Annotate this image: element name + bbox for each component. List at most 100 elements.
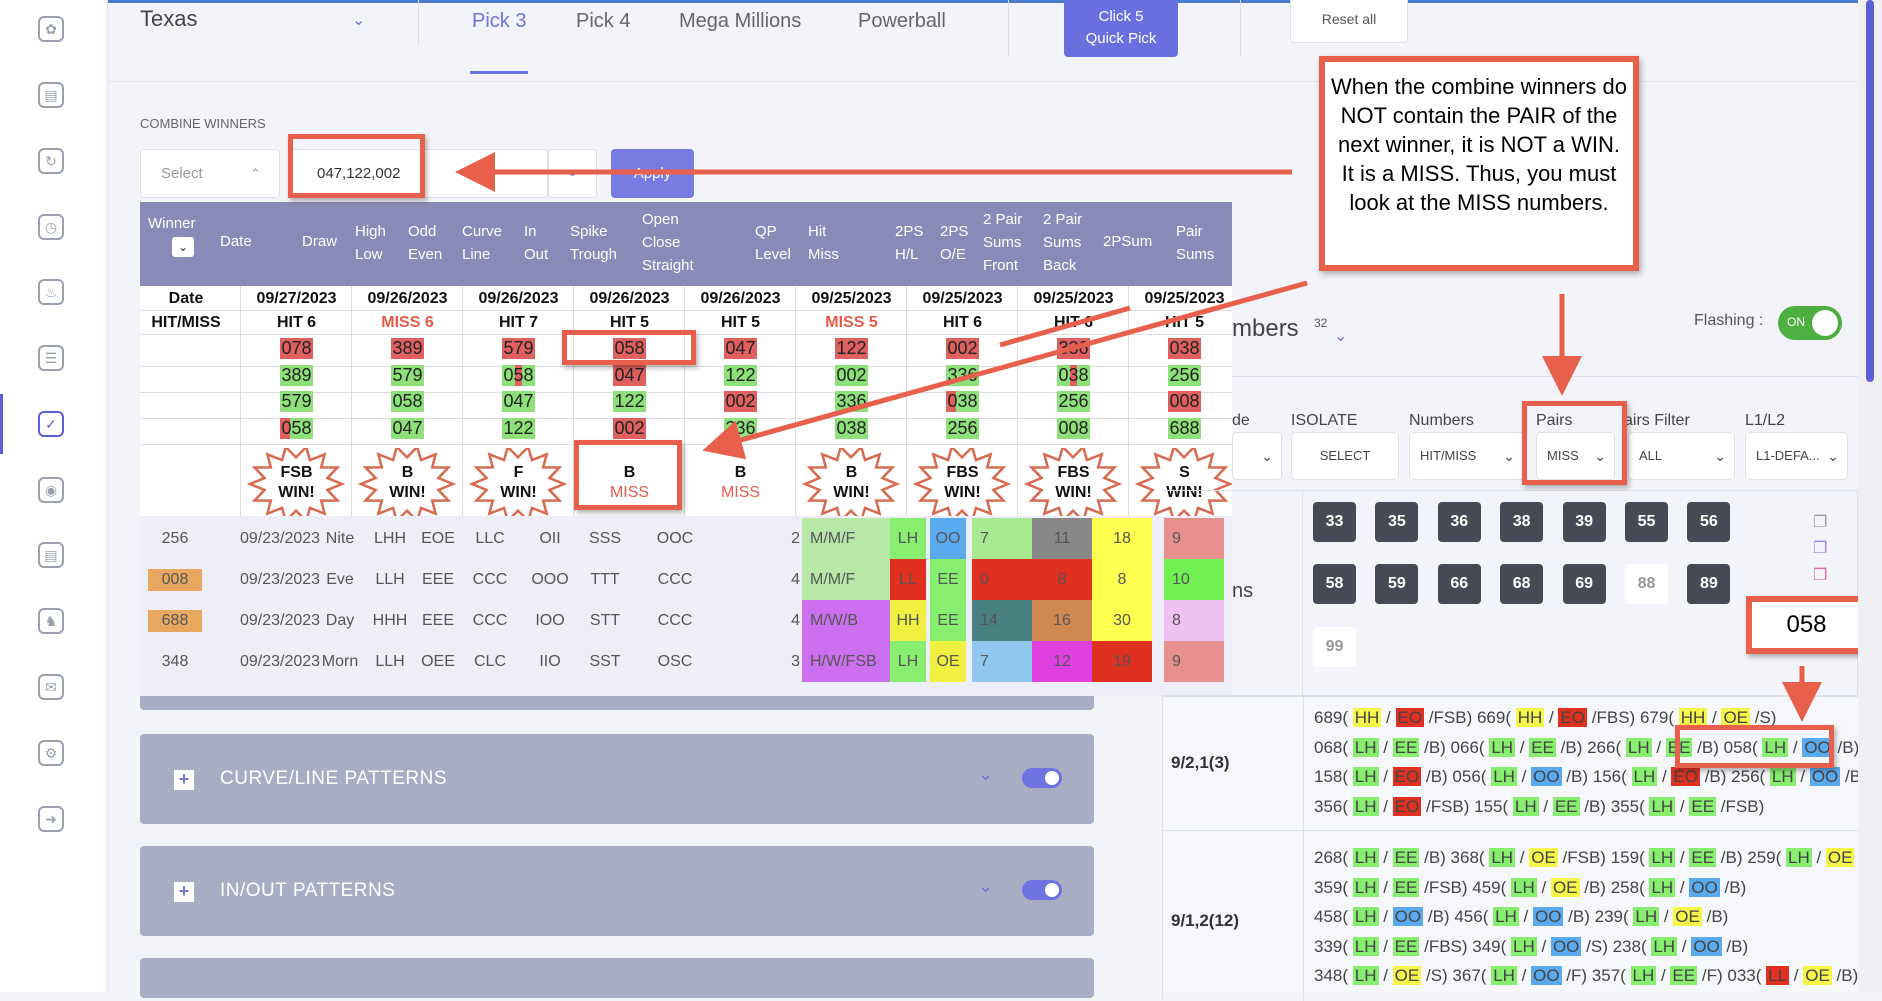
pair-entry[interactable]: 458( LH / OO /B)	[1314, 907, 1455, 926]
collapsible-panel[interactable]: + IN/OUT PATTERNS ⌄	[140, 846, 1094, 936]
pair-entry[interactable]: 456( LH / OO /B)	[1454, 907, 1595, 926]
pair-entry[interactable]: 268( LH / EE /B)	[1314, 848, 1451, 867]
pair-entry[interactable]: 156( LH / EO /B)	[1592, 767, 1732, 786]
filter-select-1[interactable]: SELECT	[1291, 432, 1399, 480]
filter-select-5[interactable]: L1-DEFA... ⌄	[1745, 432, 1848, 480]
table-row[interactable]: 348 09/23/2023 Morn LLH OEE CLC IIO SST OSC 3 H/W/…	[140, 641, 1232, 682]
copy-icon[interactable]: ❐	[1813, 514, 1828, 531]
pair-entry[interactable]: 239( LH / OE /B)	[1594, 907, 1729, 926]
pair-entry[interactable]: 155( LH / EE /B)	[1474, 796, 1611, 816]
chevron-down-icon[interactable]: ⌄	[978, 764, 994, 784]
alarm-icon[interactable]: ♨	[38, 279, 64, 306]
number-button[interactable]: 68	[1500, 564, 1544, 605]
column-header[interactable]: 2PS H/L	[895, 220, 923, 266]
reset-all-button[interactable]: Reset all	[1290, 0, 1408, 43]
state-select[interactable]: Texas ⌄	[140, 6, 370, 42]
pair-entry[interactable]: 068( LH / EE /B)	[1314, 737, 1451, 757]
collapsible-panel[interactable]	[140, 958, 1094, 998]
winner-filter-dropdown[interactable]: ⌄	[172, 237, 194, 257]
flashing-toggle[interactable]: ON	[1778, 306, 1842, 340]
checklist-icon[interactable]: ✓	[38, 410, 64, 437]
gear-icon[interactable]: ⚙	[38, 739, 64, 766]
pair-entry[interactable]: 058( LH / OO /B)	[1723, 737, 1860, 757]
history-icon[interactable]: ↻	[38, 147, 64, 174]
pair-entry[interactable]: 356( LH / EO /FSB)	[1314, 796, 1475, 816]
column-header[interactable]: QP Level	[755, 220, 791, 266]
number-button[interactable]: 33	[1313, 502, 1356, 542]
pair-entry[interactable]: 679( HH / OE /S)	[1639, 708, 1777, 727]
column-header[interactable]: Winner ⌄	[148, 212, 196, 257]
number-button[interactable]: 39	[1562, 502, 1606, 542]
quick-pick-button[interactable]: Click 5 Quick Pick	[1064, 0, 1178, 57]
pair-entry[interactable]: 238( LH / OO /B)	[1612, 936, 1749, 956]
clock-dollar-icon[interactable]: ◷	[38, 213, 64, 240]
copy-purple-icon[interactable]: ❐	[1813, 540, 1828, 557]
chess-icon[interactable]: ♞	[38, 608, 64, 635]
column-header[interactable]: Curve Line	[462, 220, 502, 266]
pair-entry[interactable]: 359( LH / EE /FSB)	[1314, 877, 1473, 897]
pair-entry[interactable]: 266( LH / EE /B)	[1587, 737, 1724, 757]
number-button[interactable]: 59	[1375, 564, 1419, 605]
logout-icon[interactable]: ➜	[38, 805, 64, 832]
pair-entry[interactable]: 367( LH / OO /F)	[1452, 966, 1592, 985]
panel-toggle[interactable]	[1022, 880, 1062, 900]
pair-entry[interactable]: 158( LH / EO /B)	[1314, 767, 1453, 786]
pair-entry[interactable]: 689( HH / EO /FSB)	[1314, 708, 1477, 727]
panel-toggle[interactable]	[1022, 768, 1062, 788]
number-button[interactable]: 88	[1625, 564, 1668, 605]
pair-entry[interactable]: 459( LH / OE /B)	[1472, 877, 1611, 897]
number-button[interactable]: 89	[1687, 564, 1731, 605]
column-header[interactable]: Spike Trough	[570, 220, 617, 266]
column-header[interactable]: Odd Even	[408, 220, 442, 266]
chevron-down-icon[interactable]: ⌄	[978, 876, 994, 896]
column-header[interactable]: Open Close Straight	[642, 208, 694, 277]
chat-icon[interactable]: ✉	[38, 674, 64, 700]
pair-entry[interactable]: 033( LL / OE /B)	[1727, 966, 1859, 985]
column-header[interactable]: Draw	[302, 230, 337, 253]
pair-entry[interactable]: 669( HH / EO /FBS)	[1476, 708, 1640, 727]
number-button[interactable]: 56	[1687, 502, 1731, 542]
fingerprint-icon[interactable]: ✿	[38, 16, 64, 43]
number-button[interactable]: 38	[1500, 502, 1544, 542]
tab-mega-millions[interactable]: Mega Millions	[679, 10, 802, 32]
expand-icon[interactable]: +	[174, 882, 194, 902]
pair-entry[interactable]: 348( LH / OE /S)	[1314, 966, 1453, 985]
pair-entry[interactable]: 066( LH / EE /B)	[1450, 737, 1588, 757]
column-header[interactable]: In Out	[524, 220, 548, 266]
column-header[interactable]: Date	[220, 230, 252, 253]
tab-powerball[interactable]: Powerball	[858, 10, 946, 32]
pair-entry[interactable]: 357( LH / EE /F)	[1591, 966, 1728, 985]
chevron-down-icon[interactable]: ⌄	[1334, 328, 1348, 345]
tab-pick-3[interactable]: Pick 3	[472, 10, 527, 32]
column-header[interactable]: Pair Sums	[1176, 220, 1214, 266]
coins-icon[interactable]: ◉	[38, 476, 64, 503]
table-row[interactable]: 688 09/23/2023 Day HHH EEE CCC IOO STT CCC 4 M/W/B…	[140, 600, 1232, 641]
number-button[interactable]: 66	[1437, 564, 1481, 605]
pair-entry[interactable]: 355( LH / EE /FSB)	[1610, 796, 1765, 816]
tab-pick-4[interactable]: Pick 4	[576, 10, 631, 32]
table-row[interactable]: 256 09/23/2023 Nite LHH EOE LLC OII SSS OOC 2 M/M/…	[140, 518, 1232, 559]
combine-select[interactable]: Select ⌃	[140, 149, 280, 198]
pair-entry[interactable]: 349( LH / OO /S)	[1472, 936, 1613, 956]
filter-select-4[interactable]: ALL ⌄	[1628, 432, 1735, 480]
copy-red-icon[interactable]: ❐	[1813, 567, 1828, 584]
filter-select-3[interactable]: MISS ⌄	[1536, 432, 1615, 480]
filter-select-2[interactable]: HIT/MISS ⌄	[1409, 432, 1524, 480]
column-header[interactable]: Hit Miss	[808, 220, 839, 266]
number-button[interactable]: 35	[1375, 502, 1419, 542]
number-button[interactable]: 99	[1313, 626, 1356, 667]
column-header[interactable]: High Low	[355, 220, 386, 266]
table-row[interactable]: 008 09/23/2023 Eve LLH EEE CCC OOO TTT CCC 4 M/M/F…	[140, 559, 1232, 600]
number-button[interactable]: 55	[1625, 502, 1668, 542]
pair-entry[interactable]: 339( LH / EE /FBS)	[1314, 936, 1473, 956]
column-header[interactable]: 2 Pair Sums Front	[983, 208, 1022, 277]
filter-select-0[interactable]: ⌄	[1232, 432, 1282, 480]
report-icon[interactable]: ☰	[38, 345, 64, 372]
document-icon[interactable]: ▤	[38, 542, 64, 569]
column-header[interactable]: 2 Pair Sums Back	[1043, 208, 1082, 277]
pair-entry[interactable]: 159( LH / EE /B)	[1610, 848, 1748, 867]
pair-entry[interactable]: 056( LH / OO /B)	[1452, 767, 1593, 786]
number-button[interactable]: 36	[1437, 502, 1481, 542]
pair-entry[interactable]: 258( LH / OO /B)	[1610, 877, 1747, 897]
pair-entry[interactable]: 256( LH / OO /B)	[1731, 767, 1867, 786]
